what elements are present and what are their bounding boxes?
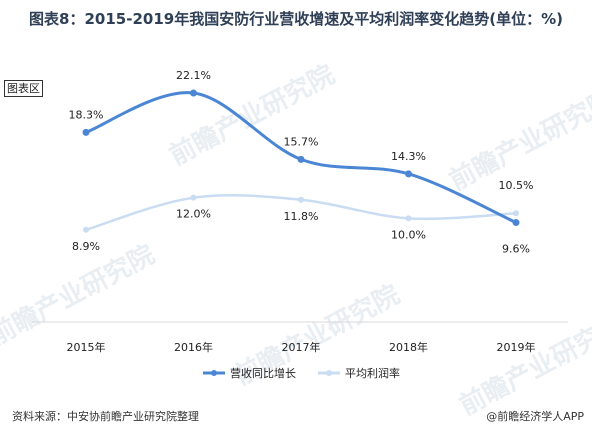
data-label: 18.3% xyxy=(69,108,104,121)
data-point xyxy=(298,196,304,203)
data-point xyxy=(297,155,305,163)
data-label: 9.6% xyxy=(502,243,530,256)
chart-title: 图表8：2015-2019年我国安防行业营收增速及平均利润率变化趋势(单位：%) xyxy=(29,10,563,28)
data-label: 8.9% xyxy=(72,240,100,253)
data-label: 22.1% xyxy=(176,69,211,82)
source-note: 资料来源：中安协前瞻产业研究院整理 xyxy=(12,410,199,423)
data-point xyxy=(190,89,197,97)
legend-label: 营收同比增长 xyxy=(230,366,296,380)
x-tick-label: 2015年 xyxy=(67,340,106,354)
legend-marker xyxy=(326,370,332,376)
x-tick-label: 2018年 xyxy=(389,340,428,354)
data-point xyxy=(513,210,519,217)
data-label: 10.0% xyxy=(391,228,426,241)
brand-credit: @前瞻经济学人APP xyxy=(486,410,584,423)
data-label: 12.0% xyxy=(176,208,211,221)
data-point xyxy=(405,215,412,222)
data-label: 11.8% xyxy=(284,210,319,223)
chart-area-tag: 图表区 xyxy=(4,80,43,97)
data-point xyxy=(190,194,197,201)
data-label: 15.7% xyxy=(284,135,319,148)
x-tick-label: 2017年 xyxy=(282,340,321,354)
data-label: 10.5% xyxy=(499,179,534,192)
x-tick-label: 2019年 xyxy=(497,340,536,354)
data-point xyxy=(405,170,412,178)
legend-label: 平均利润率 xyxy=(345,366,400,380)
data-point xyxy=(83,226,89,233)
data-label: 14.3% xyxy=(391,150,426,163)
data-point xyxy=(82,128,90,136)
x-tick-label: 2016年 xyxy=(174,340,213,354)
legend-marker xyxy=(211,370,217,376)
data-point xyxy=(512,219,520,227)
